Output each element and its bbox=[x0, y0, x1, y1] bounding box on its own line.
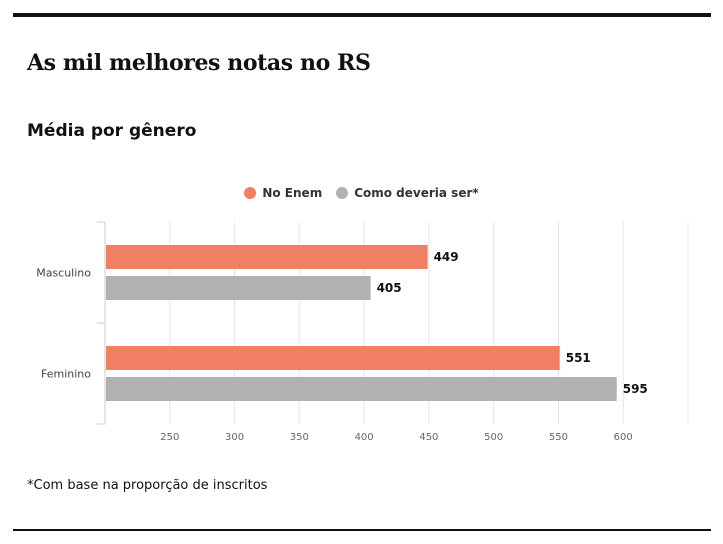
legend-label: Como deveria ser* bbox=[354, 186, 479, 200]
x-tick-label: 450 bbox=[419, 432, 438, 443]
bottom-rule bbox=[13, 529, 711, 531]
bar bbox=[106, 346, 560, 370]
bar bbox=[106, 245, 428, 269]
data-label: 551 bbox=[566, 351, 591, 365]
chart-legend: No Enem Como deveria ser* bbox=[0, 186, 723, 200]
legend-item-como-deveria-ser[interactable]: Como deveria ser* bbox=[336, 186, 479, 200]
legend-item-no-enem[interactable]: No Enem bbox=[244, 186, 322, 200]
x-tick-label: 600 bbox=[614, 432, 633, 443]
x-tick-label: 550 bbox=[549, 432, 568, 443]
bar bbox=[106, 377, 617, 401]
x-tick-label: 400 bbox=[355, 432, 374, 443]
category-label: Masculino bbox=[36, 267, 91, 280]
footnote: *Com base na proporção de inscritos bbox=[27, 478, 268, 493]
top-rule bbox=[13, 13, 711, 17]
x-tick-label: 500 bbox=[484, 432, 503, 443]
data-label: 449 bbox=[434, 250, 459, 264]
page-title: As mil melhores notas no RS bbox=[27, 50, 371, 76]
legend-label: No Enem bbox=[262, 186, 323, 200]
x-tick-label: 350 bbox=[290, 432, 309, 443]
legend-dot-icon bbox=[336, 187, 349, 199]
data-label: 595 bbox=[623, 382, 648, 396]
data-label: 405 bbox=[377, 281, 402, 295]
x-tick-label: 300 bbox=[225, 432, 244, 443]
bar bbox=[106, 276, 371, 300]
category-label: Feminino bbox=[41, 368, 91, 381]
chart-subtitle: Média por gênero bbox=[27, 121, 197, 141]
x-tick-label: 250 bbox=[160, 432, 179, 443]
legend-dot-icon bbox=[244, 187, 257, 199]
